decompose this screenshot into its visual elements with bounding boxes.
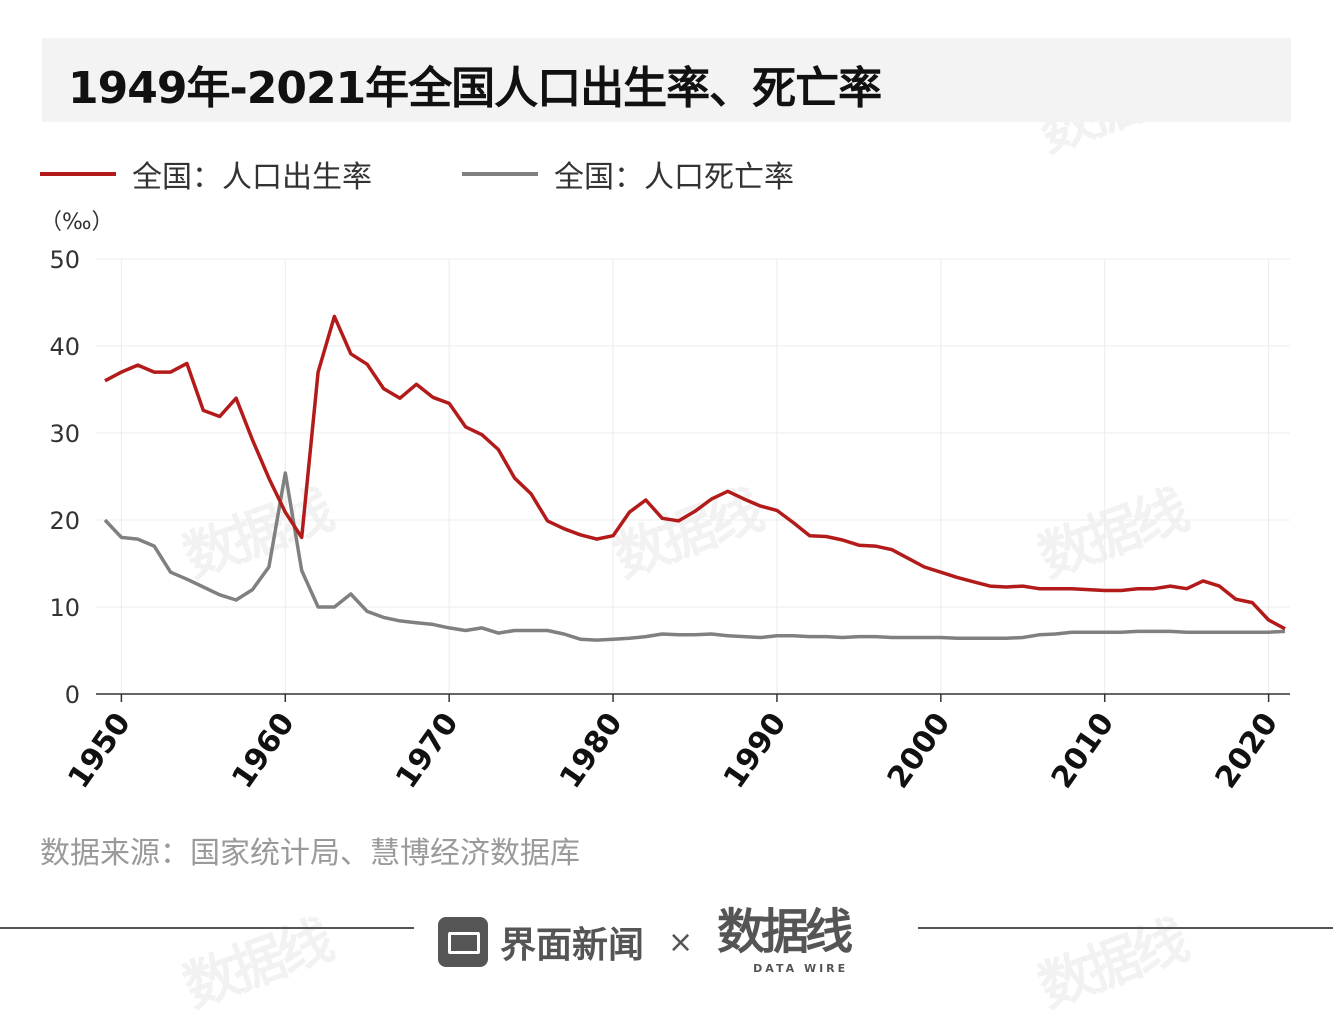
line-chart: 0 10 20 30 40 50 1950 1960 1970 1980 1990 2000 2010 2…: [49, 246, 1290, 795]
chart-title: 1949年-2021年全国人口出生率、死亡率: [68, 63, 882, 114]
x-tick-label: 2020: [1209, 707, 1286, 795]
legend: 全国：人口出生率 全国：人口死亡率: [40, 152, 884, 196]
watermark: 数据线: [175, 908, 338, 1020]
y-tick-label: 20: [49, 507, 80, 535]
series-line: [104, 314, 1286, 631]
datawire-logo: 数据线 DATA WIRE: [717, 902, 867, 982]
watermark: 数据线: [1030, 908, 1193, 1020]
legend-item-birth-rate: 全国：人口出生率: [40, 152, 372, 196]
footer-logos: 界面新闻 × 数据线 DATA WIRE: [438, 902, 867, 982]
x-tick-label: 1990: [717, 707, 794, 795]
title-bar: 1949年-2021年全国人口出生率、死亡率: [42, 38, 1291, 122]
x-tick-label: 1950: [61, 707, 138, 795]
brand-datawire: 数据线: [717, 904, 853, 960]
legend-label: 全国：人口出生率: [132, 160, 372, 195]
y-tick-label: 10: [49, 594, 80, 622]
legend-label: 全国：人口死亡率: [554, 160, 794, 195]
footer-divider: [0, 927, 414, 929]
y-tick-label: 50: [49, 246, 80, 274]
x-tick-label: 2000: [881, 707, 958, 795]
x-tick-label: 2010: [1045, 707, 1122, 795]
brand-jiemian: 界面新闻: [500, 925, 645, 966]
legend-item-death-rate: 全国：人口死亡率: [462, 152, 794, 196]
legend-swatch-birth: [40, 172, 116, 176]
jiemian-logo-icon: [438, 917, 488, 967]
x-tick-label: 1970: [389, 707, 466, 795]
times-sign: ×: [668, 924, 694, 960]
footer-divider: [918, 927, 1333, 929]
legend-swatch-death: [462, 172, 538, 176]
x-tick-label: 1980: [553, 707, 630, 795]
series-line: [103, 471, 1286, 642]
x-tick-label: 1960: [225, 707, 302, 795]
y-tick-label: 40: [49, 333, 80, 361]
source-note: 数据来源：国家统计局、慧博经济数据库: [40, 836, 580, 871]
y-tick-label: 0: [65, 681, 80, 709]
y-tick-label: 30: [49, 420, 80, 448]
brand-datawire-sub: DATA WIRE: [753, 962, 849, 975]
y-axis-unit: （‰）: [40, 210, 114, 235]
